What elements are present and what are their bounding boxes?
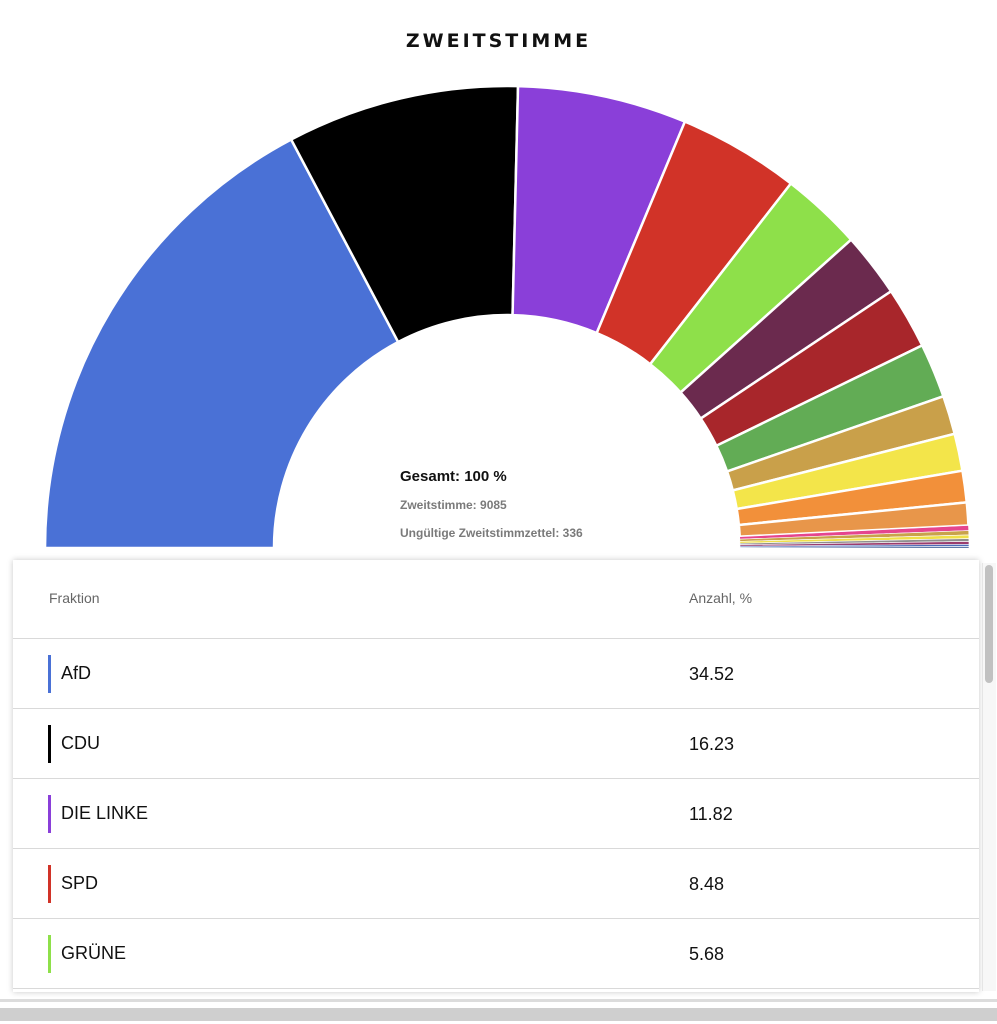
- table-row[interactable]: DIE LINKE 11.82: [13, 779, 979, 849]
- chart-slice[interactable]: [739, 546, 970, 549]
- column-header-fraktion[interactable]: Fraktion: [49, 590, 100, 606]
- party-color-marker: [48, 655, 51, 693]
- party-percent: 8.48: [689, 874, 725, 894]
- party-percent: 34.52: [689, 664, 735, 684]
- center-votes-label: Zweitstimme: 9085: [400, 498, 507, 512]
- chart-title: ZWEITSTIMME: [405, 30, 592, 52]
- party-name: AfD: [61, 663, 92, 683]
- chart-slice[interactable]: [43, 137, 400, 550]
- party-name: DIE LINKE: [61, 803, 149, 823]
- party-name: CDU: [61, 733, 100, 753]
- semi-donut-chart: [43, 84, 970, 550]
- party-color-marker: [48, 865, 51, 903]
- party-name: SPD: [61, 873, 99, 893]
- table-row[interactable]: GRÜNE 5.68: [13, 919, 979, 989]
- party-percent: 16.23: [689, 734, 735, 754]
- chart-center-info: Gesamt: 100 % Zweitstimme: 9085 Ungültig…: [400, 468, 583, 554]
- party-color-marker: [48, 795, 51, 833]
- party-percent: 11.82: [689, 804, 733, 824]
- table-row[interactable]: AfD 34.52: [13, 639, 979, 709]
- column-header-anzahl[interactable]: Anzahl, %: [689, 590, 753, 606]
- table-row[interactable]: SPD 8.48: [13, 849, 979, 919]
- table-row[interactable]: CDU 16.23: [13, 709, 979, 779]
- bottom-divider: [0, 999, 997, 1002]
- center-invalid-label: Ungültige Zweitstimmzettel: 336: [400, 526, 583, 540]
- party-color-marker: [48, 725, 51, 763]
- table-header: Fraktion Anzahl, %: [13, 560, 979, 639]
- results-table: Fraktion Anzahl, % AfD 34.52 CDU 16.23 D…: [13, 560, 979, 992]
- party-percent: 5.68: [689, 944, 725, 964]
- table-scrollbar[interactable]: [982, 563, 996, 991]
- party-name: GRÜNE: [61, 943, 127, 963]
- party-color-marker: [48, 935, 51, 973]
- horizontal-scrollbar[interactable]: [0, 1008, 997, 1021]
- center-total-label: Gesamt: 100 %: [400, 468, 507, 485]
- scrollbar-thumb[interactable]: [985, 565, 993, 683]
